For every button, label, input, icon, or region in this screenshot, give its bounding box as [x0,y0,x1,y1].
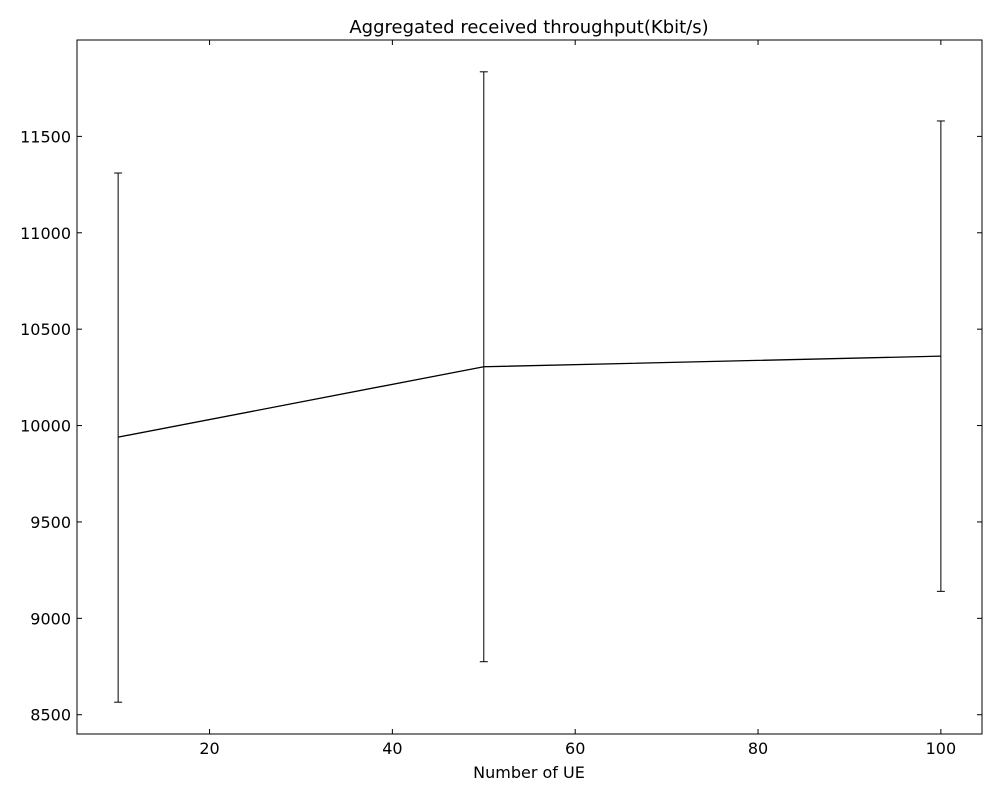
y-tick-label: 11500 [20,127,71,146]
x-tick-label: 80 [748,739,768,758]
x-tick-label: 40 [382,739,402,758]
x-axis-label: Number of UE [473,763,585,782]
x-tick-label: 60 [565,739,585,758]
y-tick-label: 10000 [20,417,71,436]
series-line [118,355,941,438]
chart-title: Aggregated received throughput(Kbit/s) [349,17,708,38]
y-tick-label: 9000 [30,609,71,628]
y-tick-label: 10500 [20,320,71,339]
y-tick-label: 9500 [30,513,71,532]
y-tick-label: 8500 [30,706,71,725]
x-tick-label: 20 [199,739,219,758]
plot-frame [76,39,983,735]
plot-area: 20 40 60 80 100 8500 9000 9500 10000 10500 11000 11… [20,39,983,758]
y-tick-label: 11000 [20,224,71,243]
x-tick-label: 100 [926,739,957,758]
